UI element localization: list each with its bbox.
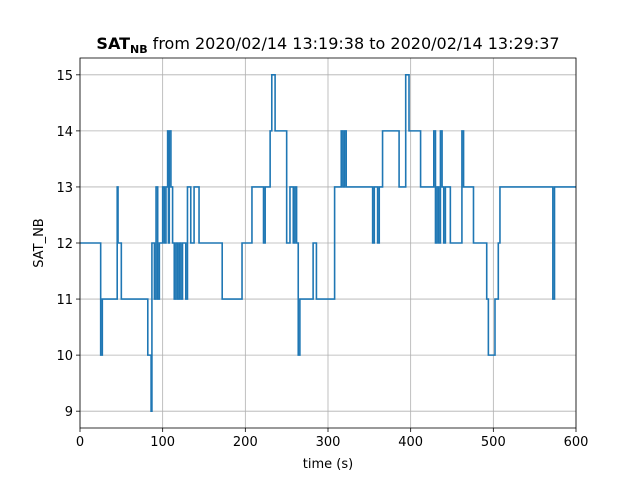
y-tick-label: 11 (56, 293, 73, 308)
y-axis-label: SAT_NB (32, 218, 47, 267)
x-tick-label: 0 (76, 435, 84, 450)
y-tick-label: 10 (56, 349, 73, 364)
chart-title: SATNB from 2020/02/14 13:19:38 to 2020/0… (96, 34, 559, 56)
y-tick-label: 13 (56, 181, 73, 196)
x-ticks-group: 0 100 200 300 400 500 600 (76, 428, 589, 450)
y-tick-label: 15 (56, 69, 73, 84)
y-ticks-group: 9 10 11 12 13 14 15 (56, 69, 80, 420)
x-axis-label: time (s) (303, 457, 353, 472)
series-line (80, 74, 576, 412)
x-tick-label: 600 (564, 435, 589, 450)
y-tick-label: 12 (56, 237, 73, 252)
chart-title-main: SAT (96, 34, 130, 53)
x-tick-label: 400 (398, 435, 423, 450)
x-tick-label: 200 (233, 435, 258, 450)
chart-title-rest: from 2020/02/14 13:19:38 to 2020/02/14 1… (148, 34, 560, 53)
x-tick-label: 100 (150, 435, 175, 450)
y-tick-label: 9 (65, 405, 73, 420)
chart-title-subscript: NB (130, 43, 148, 56)
series-group (80, 74, 576, 412)
x-tick-label: 500 (481, 435, 506, 450)
x-tick-label: 300 (316, 435, 341, 450)
y-tick-label: 14 (56, 125, 73, 140)
